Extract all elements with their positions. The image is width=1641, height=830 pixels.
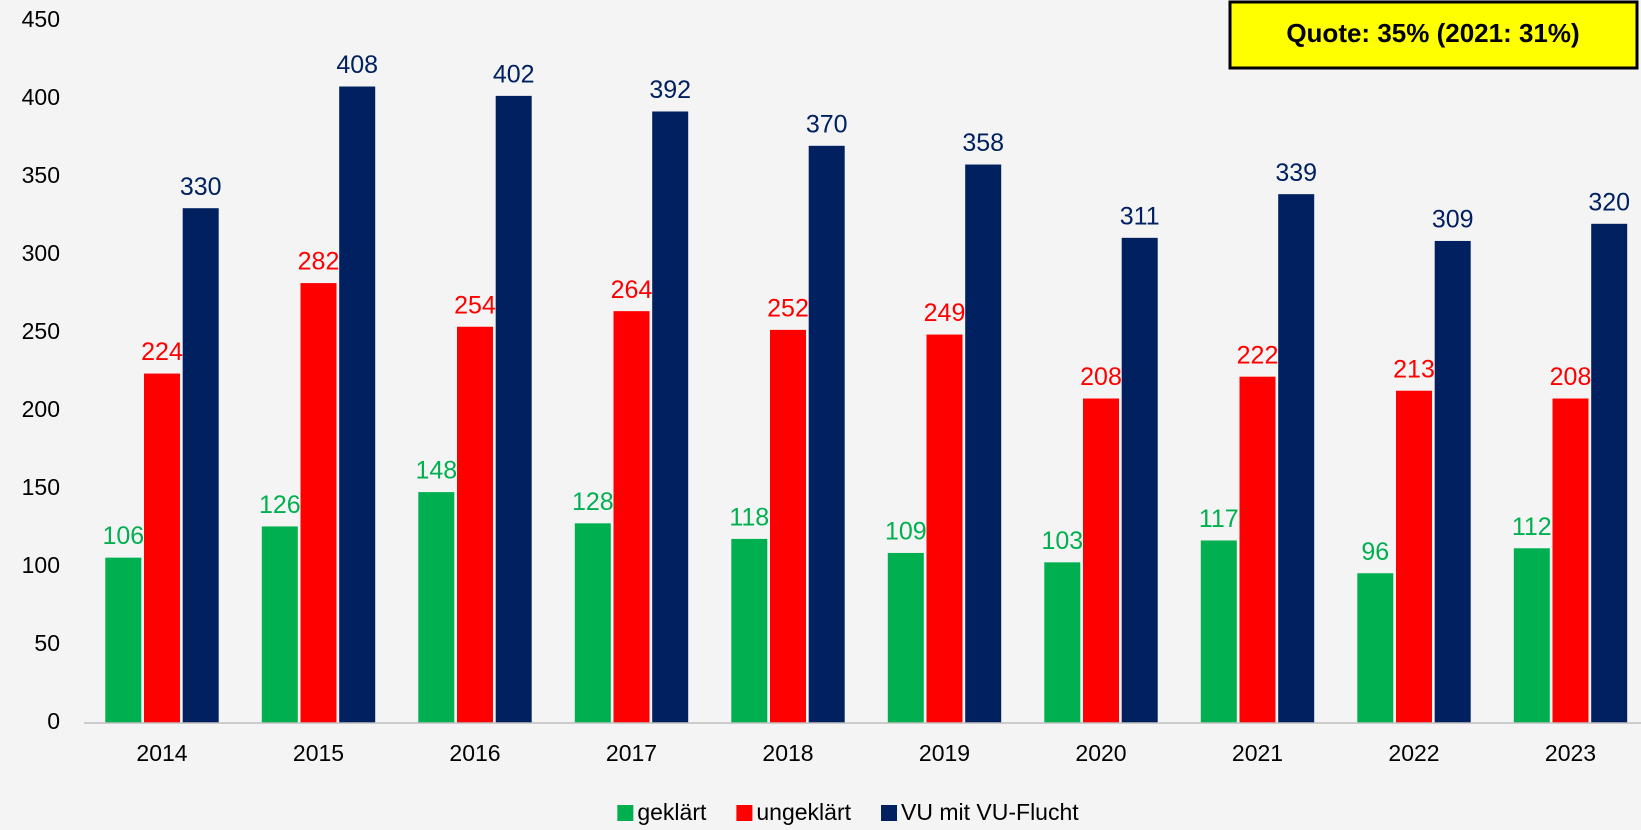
y-tick-label: 150 <box>22 474 60 500</box>
value-label: 392 <box>649 76 691 104</box>
bar <box>1434 240 1471 723</box>
legend-swatch <box>736 805 753 821</box>
value-label: 208 <box>1550 363 1592 391</box>
x-tick-label: 2017 <box>606 740 657 766</box>
bar <box>965 164 1002 723</box>
y-tick-label: 250 <box>22 318 60 344</box>
value-label: 112 <box>1512 513 1552 541</box>
value-label: 222 <box>1237 341 1279 369</box>
y-tick-label: 0 <box>47 708 60 734</box>
bar <box>144 373 180 723</box>
bar <box>1083 398 1119 723</box>
bar <box>613 311 650 723</box>
value-label: 254 <box>454 291 496 319</box>
y-tick-label: 100 <box>22 552 60 578</box>
value-label: 103 <box>1041 527 1083 555</box>
value-label: 106 <box>102 522 144 550</box>
value-label: 264 <box>611 276 653 304</box>
value-label: 309 <box>1432 206 1474 234</box>
bar <box>770 329 806 723</box>
value-label: 128 <box>572 488 614 516</box>
value-label: 224 <box>141 338 183 366</box>
value-label: 330 <box>180 173 222 201</box>
y-tick-label: 300 <box>22 240 60 266</box>
value-label: 213 <box>1393 355 1435 383</box>
legend-swatch <box>617 805 634 821</box>
bar <box>887 552 924 723</box>
value-label: 208 <box>1080 363 1122 391</box>
legend-label: geklärt <box>637 799 707 825</box>
legend-label: VU mit VU-Flucht <box>901 799 1079 825</box>
value-label: 118 <box>729 504 769 532</box>
value-label: 320 <box>1588 188 1630 216</box>
x-tick-label: 2015 <box>293 740 344 766</box>
bar <box>1278 194 1315 723</box>
value-label: 117 <box>1199 505 1239 533</box>
bar <box>1513 548 1550 723</box>
bar <box>1044 562 1081 723</box>
bar <box>652 111 689 724</box>
bar <box>1552 398 1589 723</box>
annotation: Quote: 35% (2021: 31%) <box>1286 18 1579 48</box>
bar <box>1591 223 1628 724</box>
annotation-box <box>1228 0 1639 70</box>
bar <box>418 492 455 723</box>
x-tick-label: 2019 <box>919 740 970 766</box>
bar <box>495 95 532 723</box>
bar <box>574 523 611 723</box>
value-label: 370 <box>806 110 848 138</box>
value-label: 408 <box>336 51 378 79</box>
value-label: 96 <box>1361 538 1389 566</box>
y-tick-label: 350 <box>22 162 60 188</box>
y-tick-label: 200 <box>22 396 60 422</box>
value-label: 252 <box>767 294 809 322</box>
y-tick-label: 50 <box>34 630 60 656</box>
x-tick-label: 2020 <box>1075 740 1126 766</box>
y-tick-label: 450 <box>22 6 60 32</box>
bar <box>1239 376 1276 723</box>
bar <box>182 208 219 723</box>
value-label: 249 <box>924 299 966 327</box>
bar <box>1357 573 1394 723</box>
legend-swatch <box>881 805 898 821</box>
x-tick-label: 2021 <box>1232 740 1283 766</box>
value-label: 358 <box>962 129 1004 157</box>
bar <box>300 283 337 723</box>
value-label: 282 <box>298 248 340 276</box>
bar <box>1396 390 1432 723</box>
bar <box>1200 540 1237 723</box>
bar <box>731 538 768 723</box>
bar <box>808 145 845 724</box>
x-tick-label: 2022 <box>1388 740 1439 766</box>
bar <box>1121 237 1158 723</box>
x-tick-label: 2014 <box>136 740 187 766</box>
legend-label: ungeklärt <box>756 799 851 825</box>
bar <box>261 526 298 723</box>
bar <box>926 334 963 723</box>
value-label: 109 <box>885 518 927 546</box>
value-label: 148 <box>415 457 457 485</box>
value-label: 311 <box>1120 202 1160 230</box>
bar <box>339 86 376 723</box>
value-label: 402 <box>493 60 535 88</box>
value-label: 126 <box>259 491 301 519</box>
x-tick-label: 2023 <box>1545 740 1596 766</box>
x-tick-label: 2018 <box>762 740 813 766</box>
bar <box>457 326 493 723</box>
bar <box>105 557 142 723</box>
x-tick-label: 2016 <box>449 740 500 766</box>
value-label: 339 <box>1275 159 1317 187</box>
y-tick-label: 400 <box>22 84 60 110</box>
